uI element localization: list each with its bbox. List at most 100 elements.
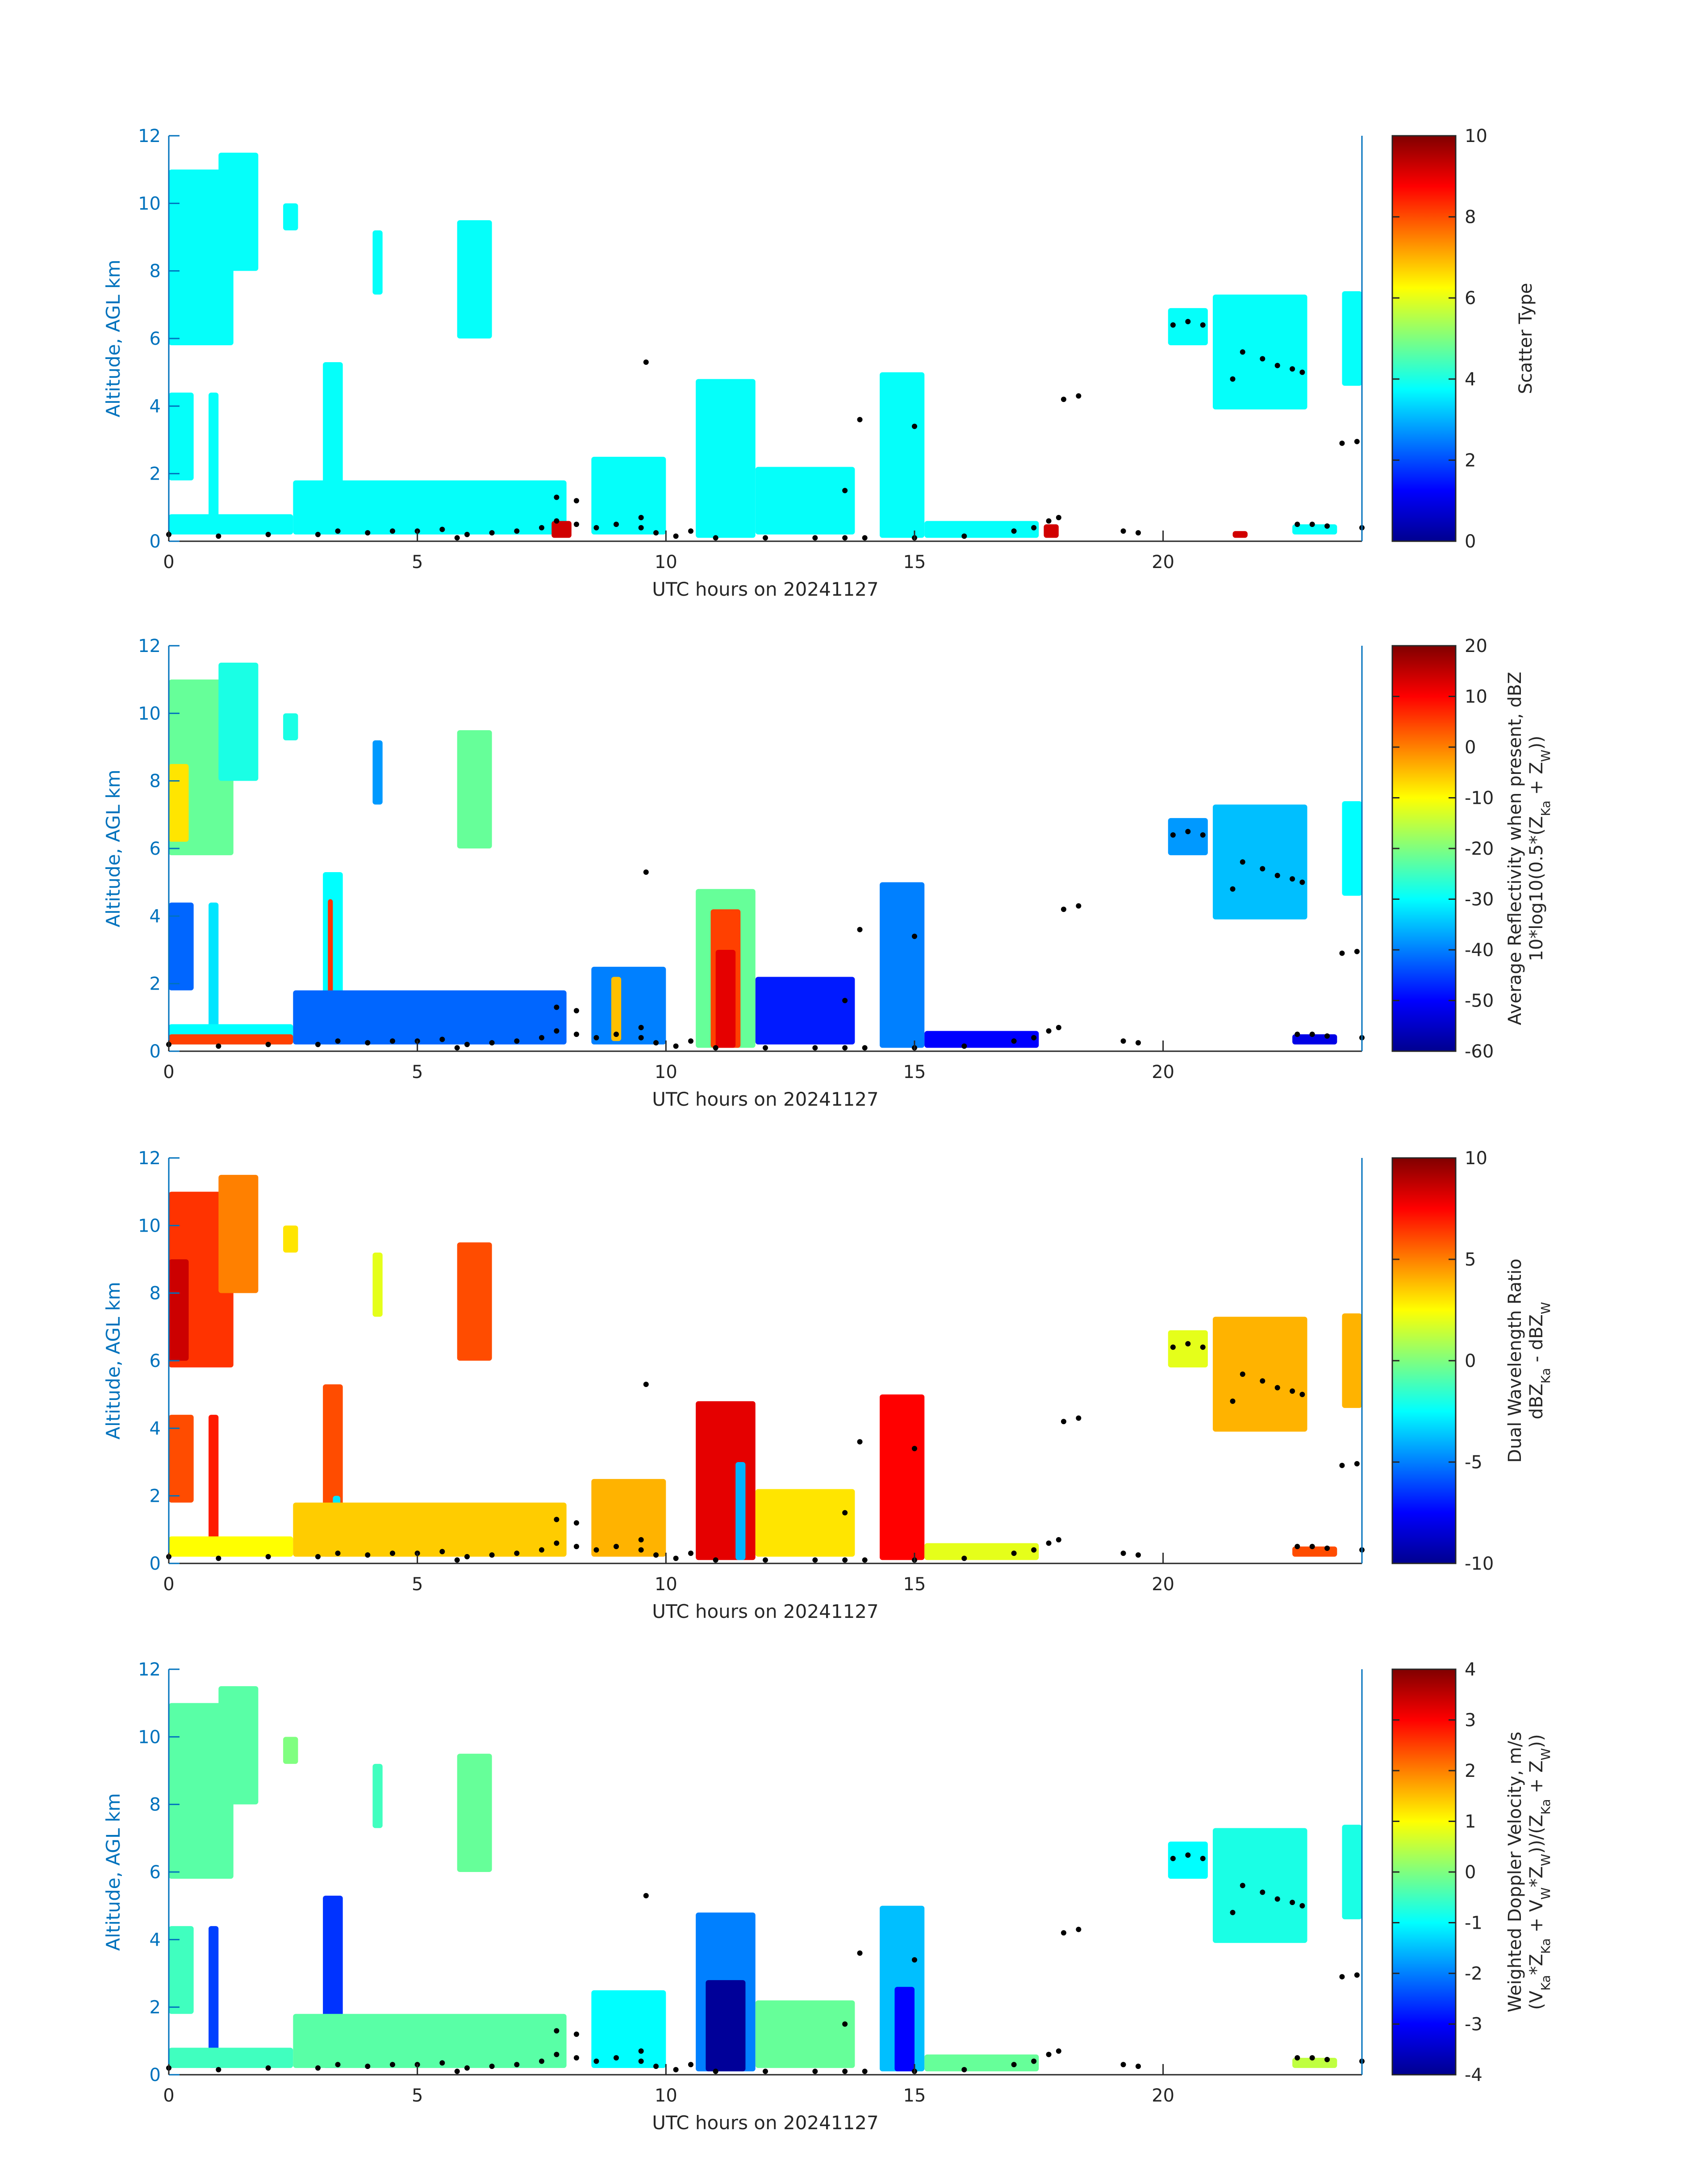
echo-region <box>1342 801 1362 896</box>
cloud-top-marker <box>1046 1540 1052 1546</box>
cloud-top-marker <box>1299 1903 1305 1909</box>
cloud-top-marker <box>454 1045 460 1051</box>
cloud-top-marker <box>1031 2058 1037 2064</box>
cloud-top-marker <box>216 533 221 539</box>
cloud-top-marker <box>673 2067 679 2073</box>
cloud-top-marker <box>614 1544 619 1550</box>
echo-region <box>169 514 293 535</box>
y-axis-label: Altitude, AGL km <box>102 769 124 927</box>
cloud-top-marker <box>643 1381 649 1387</box>
cloud-top-marker <box>653 2064 659 2069</box>
colorbar-tick-label: -30 <box>1465 890 1494 910</box>
echo-region <box>880 882 925 1048</box>
cloud-top-marker <box>812 1045 818 1051</box>
cloud-top-marker <box>638 1547 644 1553</box>
x-tick-label: 10 <box>655 1574 677 1595</box>
y-tick-label: 10 <box>138 1727 161 1747</box>
x-axis-label: UTC hours on 20241127 <box>652 2112 879 2134</box>
colorbar-tick-label: 4 <box>1465 1659 1476 1680</box>
cloud-top-marker <box>1136 530 1141 536</box>
cloud-top-marker <box>1056 1025 1061 1031</box>
echo-region <box>293 480 567 535</box>
cloud-top-marker <box>1274 873 1280 878</box>
cloud-top-marker <box>812 1557 818 1563</box>
cloud-top-marker <box>638 1035 644 1040</box>
cloud-top-marker <box>539 1035 544 1040</box>
cloud-top-marker <box>489 1040 495 1046</box>
cloud-top-marker <box>1185 1852 1191 1858</box>
cloud-top-marker <box>857 927 863 932</box>
echo-region <box>218 662 259 781</box>
cloud-top-marker <box>842 1557 848 1563</box>
cloud-top-marker <box>842 1510 848 1516</box>
cloud-top-marker <box>1061 397 1066 402</box>
echo-region <box>1342 291 1362 386</box>
cloud-top-marker <box>1120 528 1126 534</box>
cloud-top-marker <box>653 1552 659 1558</box>
echo-region <box>924 521 1039 538</box>
cloud-top-marker <box>1240 349 1245 355</box>
cloud-top-marker <box>216 1043 221 1049</box>
cloud-top-marker <box>1061 1930 1066 1936</box>
cloud-top-marker <box>315 531 321 537</box>
colorbar-tick-label: 0 <box>1465 1351 1476 1371</box>
cloud-top-marker <box>1299 1391 1305 1397</box>
echo-region <box>880 372 925 538</box>
colorbar-tick-label: 1 <box>1465 1812 1476 1832</box>
cloud-top-marker <box>1295 1032 1300 1037</box>
cloud-top-marker <box>573 2031 579 2037</box>
cloud-top-marker <box>1170 832 1176 838</box>
echo-region <box>755 2000 855 2068</box>
cloud-top-marker <box>1339 440 1345 446</box>
echo-region <box>169 1703 234 1879</box>
cloud-top-marker <box>573 2055 579 2061</box>
echo-region <box>372 740 383 805</box>
echo-region <box>551 521 572 538</box>
echo-region <box>169 393 194 481</box>
x-tick-label: 20 <box>1152 1574 1174 1595</box>
colorbar-label: Scatter Type <box>1516 283 1536 394</box>
cloud-top-marker <box>216 1555 221 1561</box>
echo-region <box>293 1502 567 1557</box>
cloud-top-marker <box>1136 2064 1141 2069</box>
cloud-top-marker <box>1170 322 1176 328</box>
echo-region <box>169 1034 293 1045</box>
cloud-top-marker <box>1309 522 1315 527</box>
cloud-top-marker <box>514 1038 520 1044</box>
echo-region <box>283 203 298 230</box>
echo-region <box>169 169 234 346</box>
echo-region <box>169 1259 189 1361</box>
y-tick-label: 0 <box>150 531 161 552</box>
y-tick-label: 4 <box>150 1418 161 1439</box>
echo-region <box>591 966 666 1045</box>
cloud-top-marker <box>1200 1855 1206 1861</box>
y-tick-label: 6 <box>150 839 161 859</box>
cloud-top-marker <box>1031 1547 1037 1553</box>
cloud-top-marker <box>1046 1028 1052 1034</box>
cloud-top-marker <box>1260 1378 1265 1384</box>
cloud-top-marker <box>961 1555 967 1561</box>
echo-region <box>457 1754 492 1872</box>
colorbar <box>1391 1157 1457 1564</box>
y-axis-label: Altitude, AGL km <box>102 259 124 417</box>
cloud-top-marker <box>593 1035 599 1040</box>
echo-region <box>1168 818 1208 856</box>
x-axis-label: UTC hours on 20241127 <box>652 1600 879 1622</box>
cloud-top-marker <box>265 531 271 537</box>
cloud-top-marker <box>554 1028 560 1034</box>
cloud-top-marker <box>688 2062 693 2068</box>
cloud-top-marker <box>1120 1038 1126 1044</box>
y-tick-label: 8 <box>150 1795 161 1815</box>
echo-region <box>894 1987 915 2072</box>
cloud-top-marker <box>653 530 659 536</box>
colorbar-tick-label: 10 <box>1465 687 1487 707</box>
cloud-top-marker <box>1185 829 1191 835</box>
cloud-top-marker <box>1260 1889 1265 1895</box>
echo-region <box>1213 1316 1307 1432</box>
y-tick-label: 8 <box>150 1283 161 1304</box>
cloud-top-marker <box>1056 1537 1061 1543</box>
colorbar-tick-label: -20 <box>1465 839 1494 859</box>
cloud-top-marker <box>1240 1883 1245 1889</box>
cloud-top-marker <box>439 2060 445 2066</box>
